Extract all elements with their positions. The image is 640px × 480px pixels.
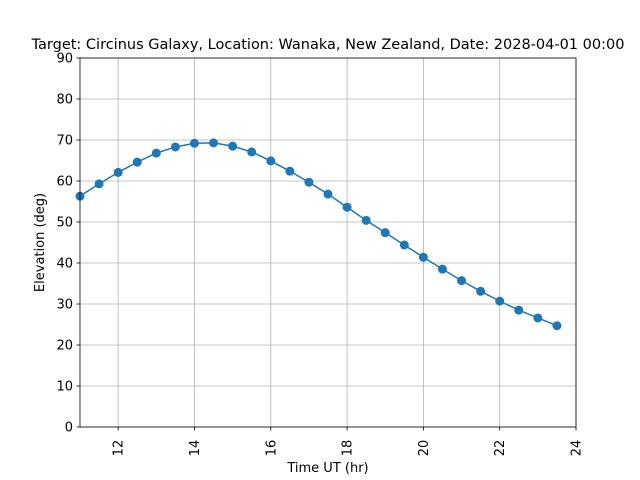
- x-tick-label: 16: [264, 440, 279, 457]
- x-tick-label: 18: [341, 440, 356, 457]
- y-tick-label: 10: [56, 380, 73, 395]
- data-point: [247, 147, 257, 157]
- y-tick-label: 50: [56, 216, 73, 231]
- data-point: [495, 296, 505, 306]
- data-point: [342, 202, 352, 212]
- data-point: [457, 276, 467, 286]
- y-tick-label: 30: [56, 298, 73, 313]
- data-point: [552, 321, 562, 331]
- data-point: [323, 189, 333, 199]
- x-tick-label: 24: [570, 440, 585, 457]
- chart-title: Target: Circinus Galaxy, Location: Wanak…: [31, 37, 625, 53]
- data-point: [285, 166, 295, 176]
- data-point: [399, 240, 409, 250]
- data-point: [113, 167, 123, 177]
- y-tick-label: 70: [56, 134, 73, 149]
- data-point: [228, 141, 238, 151]
- data-point: [132, 157, 142, 167]
- y-tick-label: 0: [65, 421, 73, 436]
- data-point: [266, 156, 276, 166]
- series-layer: [75, 138, 562, 331]
- data-point: [151, 148, 161, 158]
- y-tick-label: 20: [56, 339, 73, 354]
- data-point: [380, 228, 390, 238]
- data-point: [170, 142, 180, 152]
- y-axis-label: Elevation (deg): [33, 193, 48, 292]
- data-point: [209, 138, 219, 148]
- data-point: [304, 177, 314, 187]
- data-point: [437, 264, 447, 274]
- y-axis: 0 10 20 30 40 50 60 70 80 90: [56, 52, 80, 436]
- x-tick-label: 14: [188, 440, 203, 457]
- x-tick-label: 22: [493, 440, 508, 457]
- x-axis-label: Time UT (hr): [286, 461, 368, 476]
- y-tick-label: 60: [56, 175, 73, 190]
- y-tick-label: 80: [56, 93, 73, 108]
- grid: [80, 57, 577, 428]
- data-point: [94, 179, 104, 189]
- data-point: [361, 215, 371, 225]
- data-point: [533, 313, 543, 323]
- x-axis: 12 14 16 18 20 22 24: [112, 427, 585, 456]
- series-line: [79, 142, 558, 327]
- y-tick-label: 90: [56, 52, 73, 67]
- x-tick-label: 20: [417, 440, 432, 457]
- y-tick-label: 40: [56, 257, 73, 272]
- data-point: [418, 252, 428, 262]
- x-tick-label: 12: [112, 440, 127, 457]
- data-point: [514, 305, 524, 315]
- plot-frame: [79, 57, 577, 428]
- data-point: [189, 138, 199, 148]
- data-point: [476, 286, 486, 296]
